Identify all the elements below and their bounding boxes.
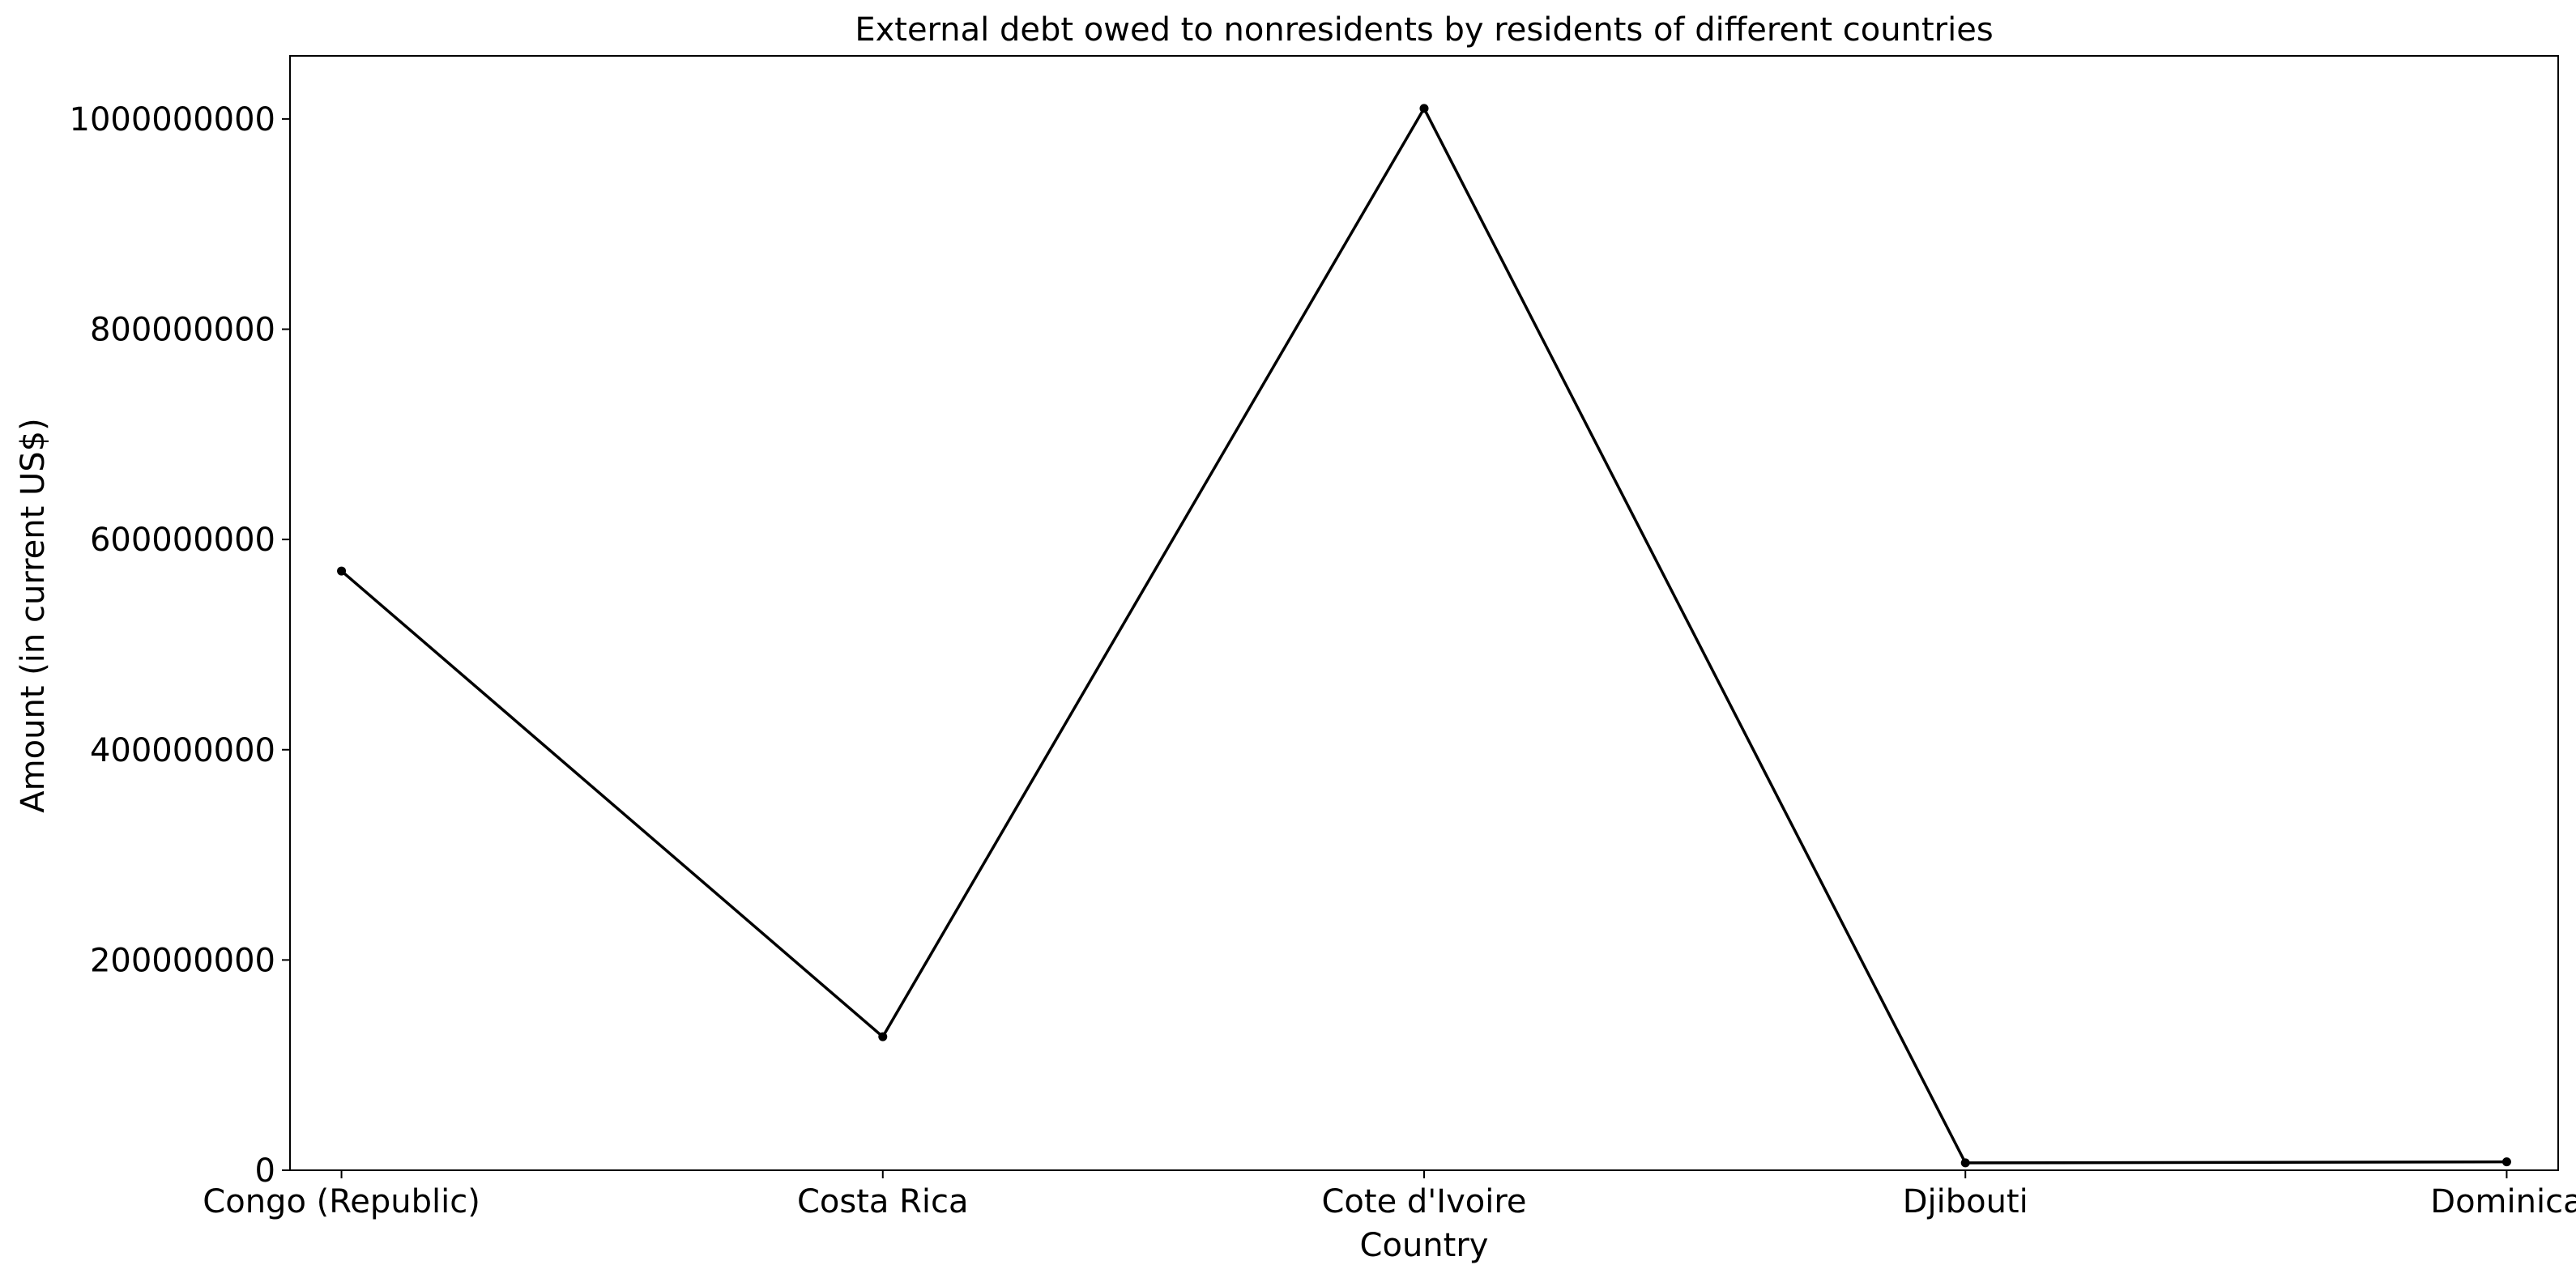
x-tick-label: Djibouti [1903,1183,2028,1220]
data-point [1419,104,1429,113]
data-point [1960,1158,1970,1168]
x-tick-label: Costa Rica [797,1183,969,1220]
y-axis-label: Amount (in current US$) [15,418,52,812]
data-point [878,1032,888,1041]
series-line [340,105,2507,1165]
data-point [2501,1157,2511,1167]
x-tick-label: Congo (Republic) [203,1183,480,1220]
y-tick-label: 0 [255,1152,275,1190]
chart-title: External debt owed to nonresidents by re… [855,11,1993,49]
plot-frame [289,55,2559,1171]
x-axis-label: Country [1360,1227,1489,1264]
y-tick-label: 400000000 [90,732,275,769]
y-tick-label: 800000000 [90,312,275,349]
data-point [337,566,347,576]
y-tick-label: 600000000 [90,522,275,559]
x-tick-label: Cote d'Ivoire [1321,1183,1526,1220]
y-axis: 0 200000000 400000000 600000000 800000000 100… [70,101,290,1190]
plot-area [289,55,2559,1171]
x-axis: Congo (Republic) Costa Rica Cote d'Ivoire D… [203,1170,2576,1220]
x-tick-label: Dominica [2430,1183,2576,1220]
y-tick-label: 200000000 [90,942,275,979]
y-tick-label: 1000000000 [70,101,276,138]
